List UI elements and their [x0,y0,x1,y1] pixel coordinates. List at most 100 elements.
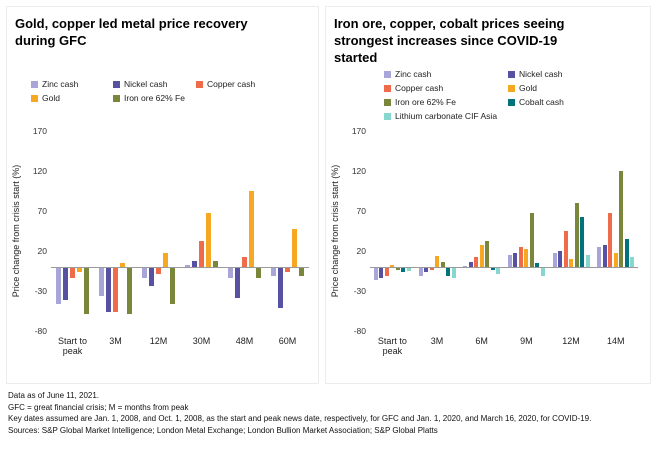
chart-bar [529,212,534,267]
chart-bar [249,191,254,267]
chart-bar [127,268,132,314]
footnote-abbreviations: GFC = great financial crisis; M = months… [8,402,189,412]
footnotes: Data as of June 11, 2021. GFC = great fi… [8,390,649,436]
legend-swatch-icon [384,70,391,78]
y-axis-tick: 170 [351,126,366,136]
chart-bar [149,268,154,286]
y-axis-ticks: 170 120 70 20 -30 -80 [21,126,47,336]
legend-item: Gold [31,93,113,103]
chart-bar [213,260,218,267]
legend-label: Zinc cash [395,69,432,79]
chart-bar [106,268,111,312]
chart-bar [440,262,445,267]
chart-bar [468,262,473,267]
chart-bar [56,268,61,304]
chart-bar [474,257,479,267]
legend-item: Cobalt cash [508,97,564,107]
x-axis-label: 14M [606,336,625,346]
x-axis-labels: Start to peak 3M 12M 30M 48M 60M [51,336,309,357]
chart-bar [490,268,495,271]
chart-bar [156,268,161,275]
y-axis-tick: 70 [37,206,47,216]
y-axis-tick: 120 [32,166,47,176]
footnote-data-as-of: Data as of June 11, 2021. [8,391,100,400]
legend-item: Zinc cash [384,69,508,79]
chart-bar [70,268,75,278]
x-axis-label: 60M [278,336,297,346]
chart-bar [384,268,389,276]
chart-bar [206,213,211,267]
chart-bar [390,264,395,267]
footnote-key-dates: Key dates assumed are Jan. 1, 2008, and … [8,414,592,424]
chart-bar [63,268,68,300]
legend-label: Cobalt cash [519,97,564,107]
chart-bar [235,268,240,299]
legend-item: Gold [508,83,564,93]
chart-bar [113,268,118,312]
legend-item: Nickel cash [113,79,196,89]
y-axis-tick: -80 [353,326,366,336]
chart-bar [163,252,168,267]
legend-item: Zinc cash [31,79,113,89]
x-axis-label: 12M [562,336,580,346]
legend-label: Zinc cash [42,79,79,89]
legend-item: Nickel cash [508,69,564,79]
legend-swatch-icon [508,84,515,92]
chart-bar [518,247,523,267]
y-axis-tick: 70 [356,206,366,216]
chart-bar [192,261,197,267]
legend-swatch-icon [384,98,391,106]
legend-swatch-icon [31,94,38,102]
chart-bar [630,257,635,267]
chart-bar [507,255,512,267]
chart-bar [435,255,439,267]
chart-bar [199,240,204,267]
chart-bar [292,228,297,267]
legend-label: Gold [42,93,60,103]
legend-swatch-icon [113,94,120,102]
legend-label: Gold [519,83,537,93]
chart-bar [401,268,406,272]
chart-bar [580,217,584,267]
x-axis-label: 12M [149,336,168,346]
y-axis-tick: 20 [356,246,366,256]
chart-bar [524,249,529,267]
chart-bar [228,268,233,278]
chart-bar [540,268,545,276]
chart-bar [574,203,579,267]
x-axis-label: 3M [109,336,122,346]
legend-item: Iron ore 62% Fe [384,97,508,107]
x-axis-label: 48M [235,336,254,346]
y-axis-tick: -30 [34,286,47,296]
chart-bar [451,268,456,278]
footnote-sources: Sources: S&P Global Market Intelligence;… [8,425,438,435]
y-axis-tick: 20 [37,246,47,256]
chart-bar [558,251,562,267]
chart-bar [563,231,568,267]
legend-swatch-icon [384,112,391,120]
zero-axis-line [51,267,309,268]
chart-bar [608,212,613,267]
x-axis-label: 9M [520,336,533,346]
chart-bar [278,268,283,308]
chart-bar [395,268,400,271]
legend-swatch-icon [384,84,391,92]
chart-bar [479,244,484,267]
chart-bar [624,239,629,267]
covid-chart-panel: Iron ore, copper, cobalt prices seeing s… [325,6,651,384]
x-axis-label: Start to peak [57,336,87,357]
y-axis-tick: -80 [34,326,47,336]
x-axis-label: 3M [430,336,444,346]
chart-bar [256,268,261,278]
chart-bar [271,268,276,276]
chart-bar [602,245,607,267]
chart-legend: Zinc cash Nickel cash Copper cash Gold Iron … [384,69,564,121]
legend-label: Iron ore 62% Fe [124,93,185,103]
chart-bar [170,268,175,304]
chart-bar [99,268,104,296]
legend-swatch-icon [113,80,120,88]
legend-label: Iron ore 62% Fe [395,97,456,107]
legend-label: Copper cash [207,79,256,89]
chart-bar [585,255,590,267]
chart-bar [619,171,624,267]
